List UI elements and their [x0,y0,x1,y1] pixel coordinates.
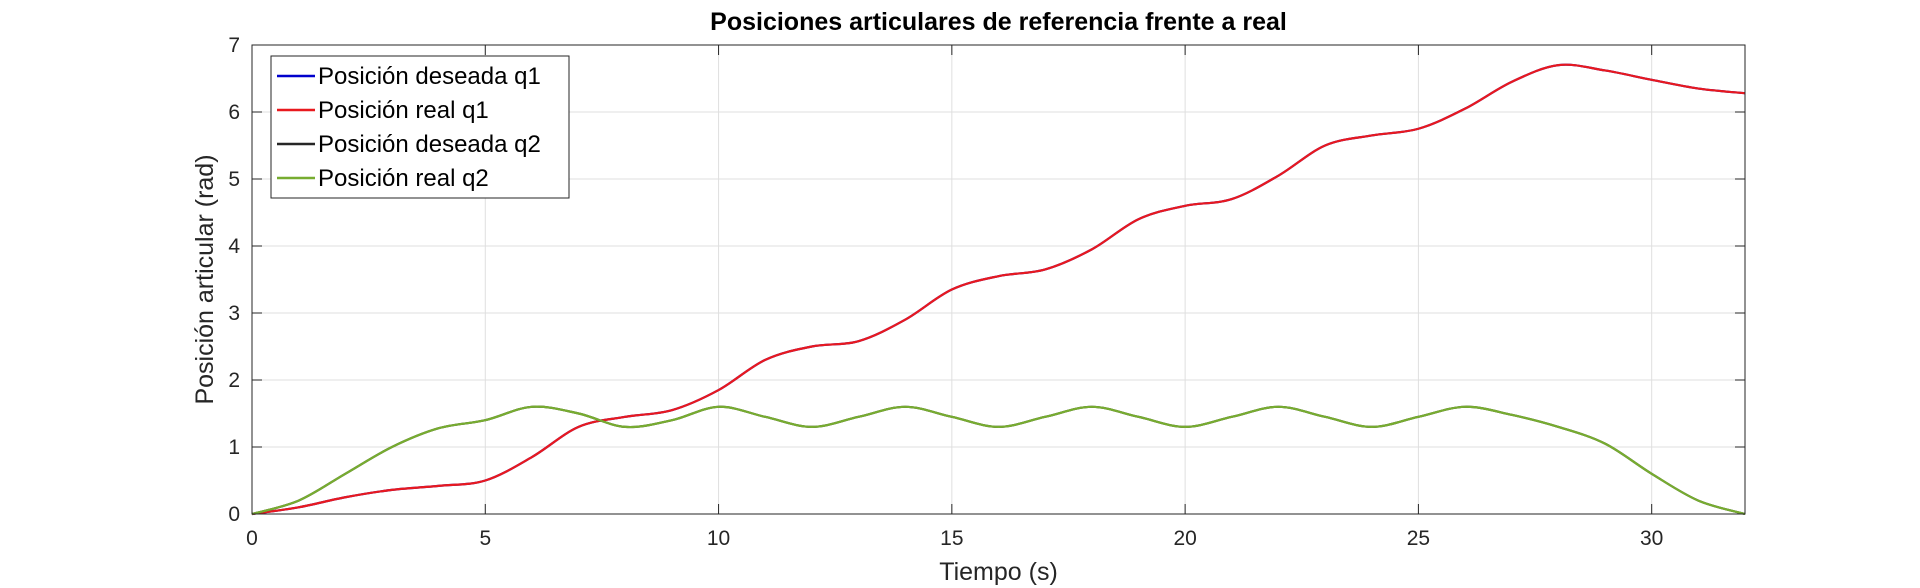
legend-label-4: Posición real q2 [318,165,489,192]
x-tick-label: 20 [1173,527,1196,550]
legend-box [270,55,570,199]
x-axis-label: Tiempo (s) [939,558,1058,586]
chart-title: Posiciones articulares de referencia fre… [710,8,1287,36]
y-tick-label: 5 [228,168,240,191]
plot-area: 0 5 10 15 20 25 30 0 1 2 3 4 5 6 7 [228,34,1746,550]
legend-label-1: Posición deseada q1 [318,63,541,90]
y-tick-label: 1 [228,436,240,459]
x-tick-label: 25 [1407,527,1430,550]
y-axis-label: Posición articular (rad) [191,154,219,404]
x-tick-label: 30 [1640,527,1663,550]
x-tick-label: 15 [940,527,963,550]
y-tick-label: 7 [228,34,240,57]
axes-box [251,44,1746,515]
series-line-2 [251,63,1746,516]
series-line-4 [251,405,1746,516]
x-tick-label: 10 [707,527,730,550]
y-tick-label: 0 [228,503,240,526]
legend: Posición deseada q1 Posición real q1 Posic… [270,55,570,199]
y-tick-label: 2 [228,369,240,392]
legend-label-3: Posición deseada q2 [318,131,541,158]
y-tick-label: 6 [228,101,240,124]
legend-label-2: Posición real q1 [318,97,489,124]
y-tick-label: 4 [228,235,240,258]
x-tick-label: 0 [246,527,258,550]
x-tick-label: 5 [479,527,491,550]
y-tick-label: 3 [228,302,240,325]
